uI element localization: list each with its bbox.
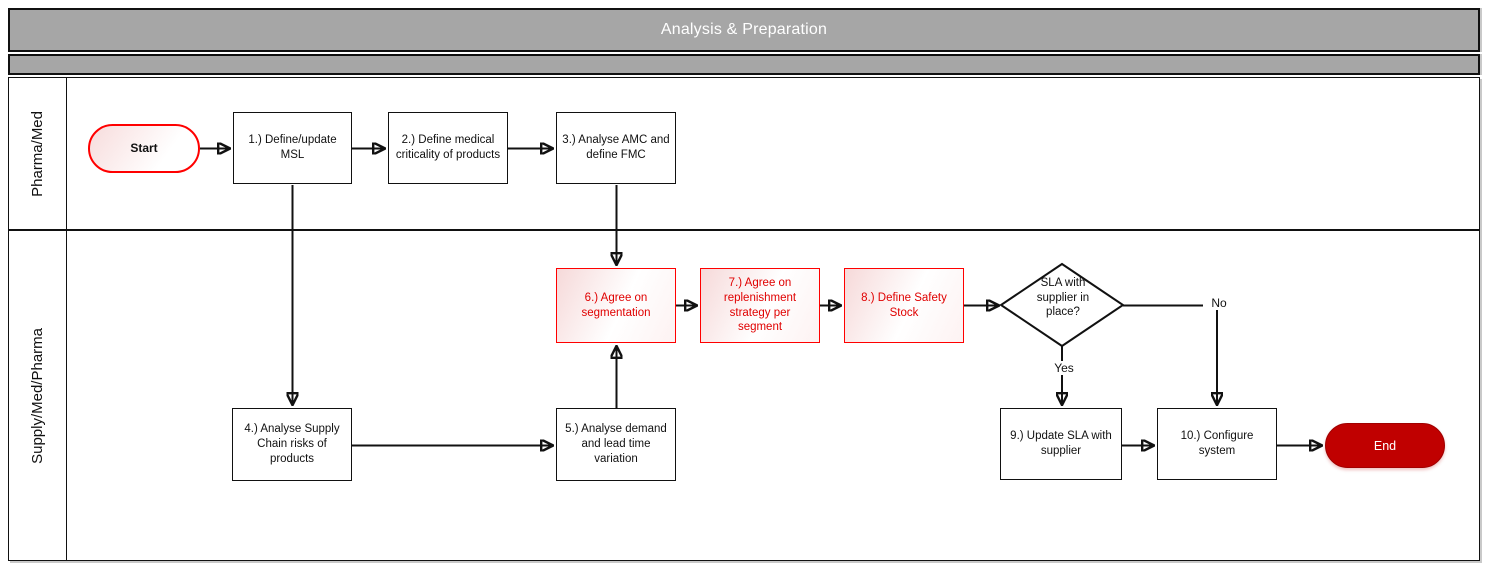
process-5-analyse-demand-lead-time: 5.) Analyse demand and lead time variati… [556,408,676,481]
phase-title: Analysis & Preparation [660,21,828,38]
process-6-agree-on-segmentation: 6.) Agree on segmentation [556,268,676,343]
decision-label: SLA with supplier in place? [1036,277,1090,319]
process-7-label: 7.) Agree on replenishment strategy per … [723,277,797,334]
process-2-label: 2.) Define medical criticality of produc… [395,134,501,161]
lane-pharma-med-label: Pharma/Med [29,110,46,197]
process-9-label: 9.) Update SLA with supplier [1010,430,1112,457]
phase-header: Analysis & Preparation [8,8,1480,52]
edge-label-yes: Yes [1046,361,1082,375]
phase-subheader-band [8,54,1480,75]
end-node-label: End [1373,438,1397,453]
lane-supply-med-pharma-label: Supply/Med/Pharma [29,327,46,464]
process-1-label: 1.) Define/update MSL [248,134,337,161]
process-6-label: 6.) Agree on segmentation [581,291,651,319]
process-9-update-sla-with-supplier: 9.) Update SLA with supplier [1000,408,1122,480]
start-node: Start [88,124,200,173]
process-8-label: 8.) Define Safety Stock [861,291,947,319]
process-4-label: 4.) Analyse Supply Chain risks of produc… [244,423,340,465]
process-4-analyse-supply-chain-risks: 4.) Analyse Supply Chain risks of produc… [232,408,352,481]
process-5-label: 5.) Analyse demand and lead time variati… [565,423,667,465]
process-7-agree-replenishment-strategy: 7.) Agree on replenishment strategy per … [700,268,820,343]
process-10-label: 10.) Configure system [1180,430,1254,457]
decision-sla-with-supplier: SLA with supplier in place? [1024,276,1102,320]
process-1-define-update-msl: 1.) Define/update MSL [233,112,352,184]
edge-label-no: No [1203,296,1235,310]
lane-pharma-med: Pharma/Med [8,77,1480,230]
start-node-label: Start [130,140,158,155]
process-8-define-safety-stock: 8.) Define Safety Stock [844,268,964,343]
lane-pharma-med-labelcell: Pharma/Med [9,78,67,229]
end-node: End [1325,423,1445,468]
lane-supply-med-pharma-labelcell: Supply/Med/Pharma [9,231,67,560]
process-3-label: 3.) Analyse AMC and define FMC [562,134,670,161]
process-3-analyse-amc-define-fmc: 3.) Analyse AMC and define FMC [556,112,676,184]
process-10-configure-system: 10.) Configure system [1157,408,1277,480]
process-2-define-medical-criticality: 2.) Define medical criticality of produc… [388,112,508,184]
